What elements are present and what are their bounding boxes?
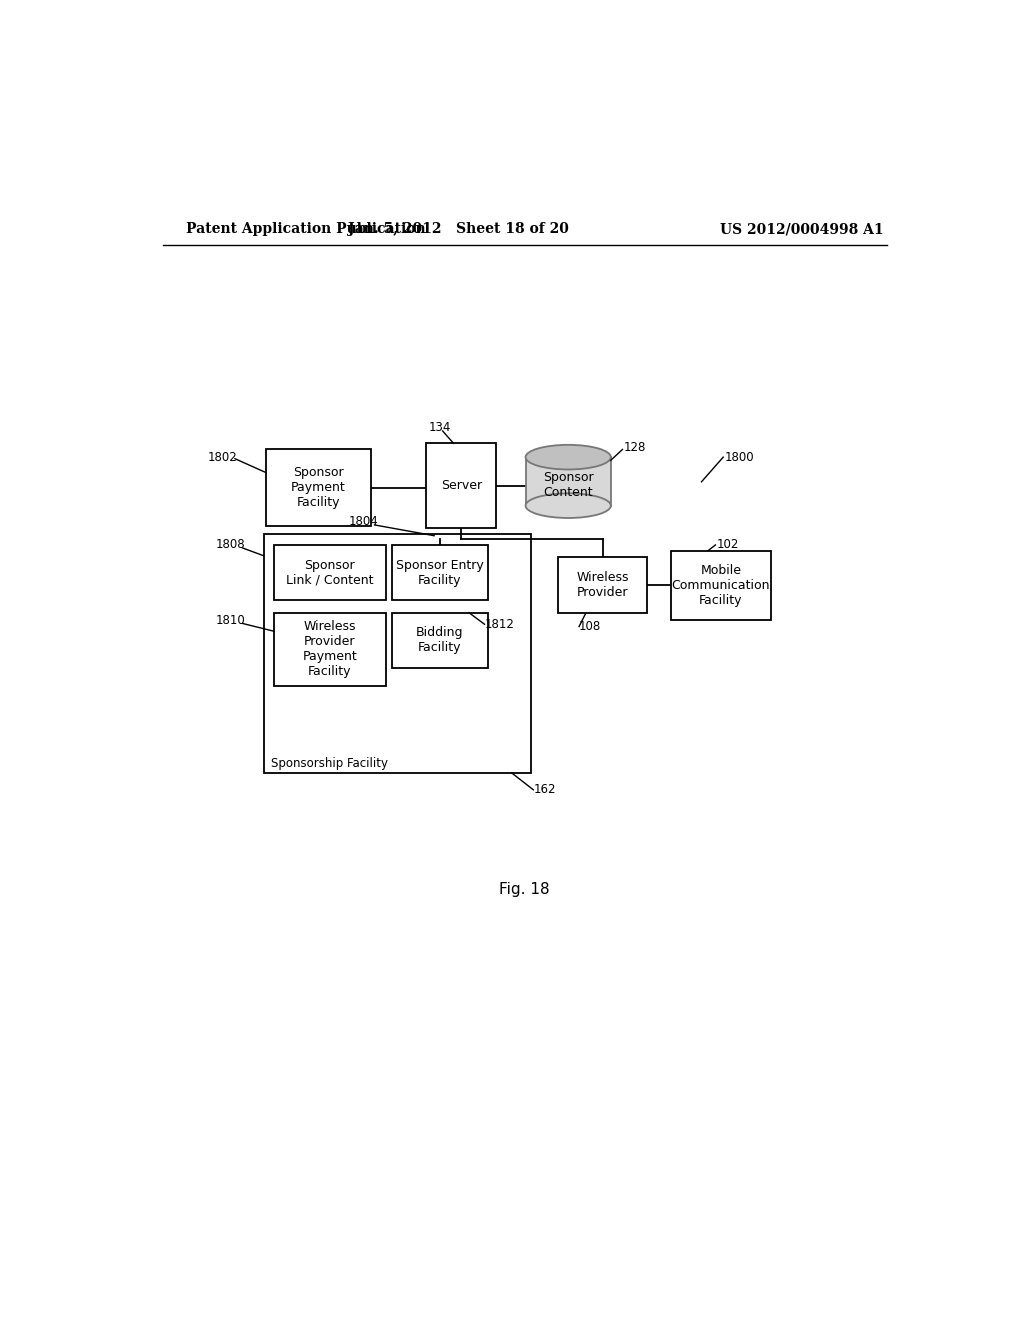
Text: Wireless
Provider
Payment
Facility: Wireless Provider Payment Facility [302,620,357,678]
Text: Sponsor
Payment
Facility: Sponsor Payment Facility [291,466,346,510]
Ellipse shape [525,494,611,517]
Text: Sponsor
Content: Sponsor Content [543,471,594,499]
Text: 1808: 1808 [216,539,245,552]
Bar [273,612,386,686]
Bar [525,457,611,506]
Text: 162: 162 [534,783,556,796]
Text: 128: 128 [624,441,646,454]
Bar [391,612,488,668]
Bar [426,444,496,528]
Bar [263,535,531,774]
Text: 1800: 1800 [725,450,755,463]
Text: Wireless
Provider: Wireless Provider [577,572,629,599]
Bar [266,449,371,527]
Text: 134: 134 [429,421,452,434]
Text: Mobile
Communication
Facility: Mobile Communication Facility [672,564,770,607]
Bar [391,545,488,601]
Text: 1810: 1810 [216,614,246,627]
Ellipse shape [525,445,611,470]
Bar [558,557,647,612]
Text: Server: Server [440,479,482,492]
Text: Jan. 5, 2012   Sheet 18 of 20: Jan. 5, 2012 Sheet 18 of 20 [348,222,569,236]
Text: Fig. 18: Fig. 18 [500,882,550,898]
Text: Bidding
Facility: Bidding Facility [416,627,464,655]
Bar [273,545,386,601]
Text: 1802: 1802 [208,450,238,463]
Text: Sponsor
Link / Content: Sponsor Link / Content [286,558,374,586]
Text: 1812: 1812 [484,618,514,631]
Text: US 2012/0004998 A1: US 2012/0004998 A1 [721,222,884,236]
Text: 108: 108 [579,620,601,634]
Text: Patent Application Publication: Patent Application Publication [186,222,426,236]
Bar [671,552,771,620]
Text: 1804: 1804 [349,515,379,528]
Text: Sponsorship Facility: Sponsorship Facility [271,758,388,770]
Text: 102: 102 [717,539,739,552]
Text: Sponsor Entry
Facility: Sponsor Entry Facility [396,558,483,586]
